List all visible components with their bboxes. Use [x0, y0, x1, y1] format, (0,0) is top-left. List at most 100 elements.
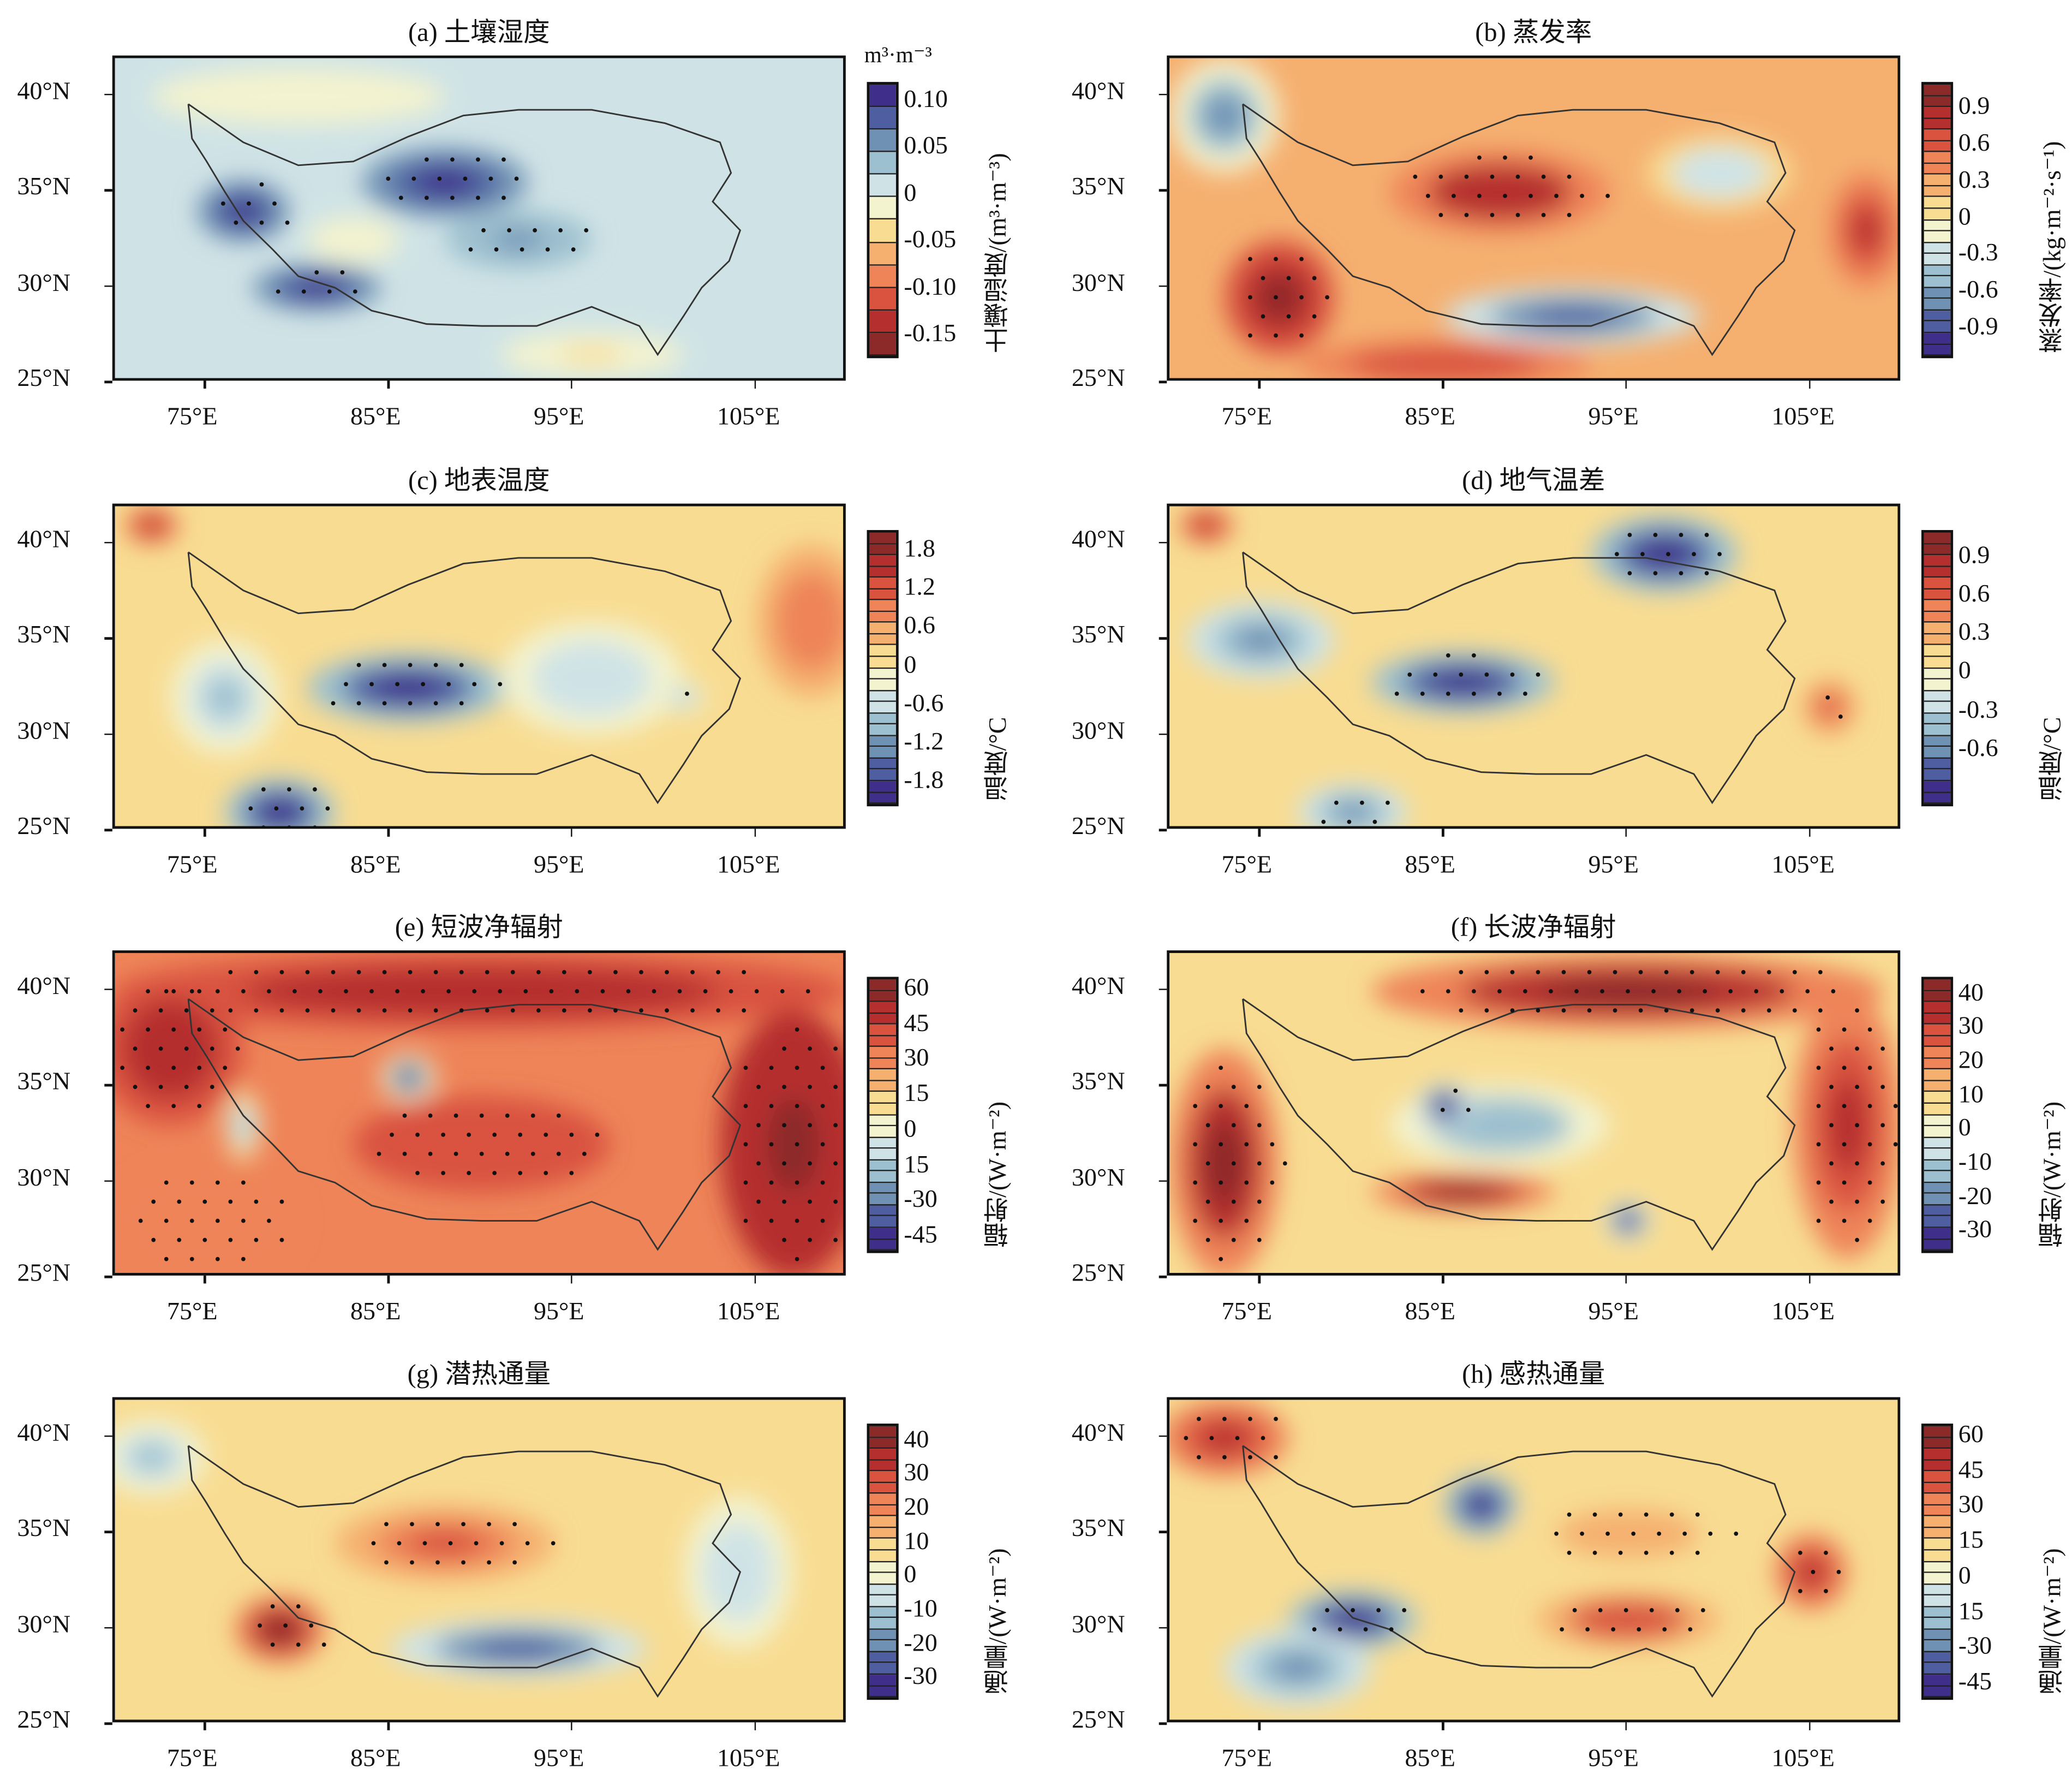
significance-dot: [262, 825, 265, 826]
plateau-boundary: [1242, 103, 1796, 356]
colorbar-segment: [869, 566, 896, 578]
significance-dot: [1510, 672, 1515, 677]
colorbar-segment: [1924, 1104, 1951, 1115]
anomaly-contour: [473, 1638, 564, 1659]
significance-dot: [446, 682, 451, 687]
colorbar-segment: [869, 736, 896, 748]
significance-dot: [369, 682, 374, 687]
colorbar-tick-label: 1.2: [904, 573, 935, 602]
significance-dot: [331, 1008, 336, 1013]
significance-dot: [1193, 1142, 1198, 1147]
significance-dot: [512, 1522, 517, 1527]
map-canvas: [1169, 506, 1898, 826]
anomaly-contour: [492, 230, 544, 250]
colorbar-segment: [869, 758, 896, 770]
lon-tick-label: 95°E: [534, 1298, 584, 1326]
colorbar-segment: [869, 129, 896, 153]
significance-dot: [505, 1113, 510, 1118]
significance-dot: [1798, 1589, 1802, 1593]
significance-dot: [1231, 1237, 1236, 1242]
significance-dot: [1193, 1218, 1198, 1223]
significance-dot: [805, 989, 810, 993]
lat-tick-mark: [104, 1275, 112, 1278]
significance-dot: [507, 228, 511, 233]
significance-dot: [1829, 1161, 1834, 1166]
colorbar-segment: [1924, 702, 1951, 714]
significance-dot: [1235, 1436, 1240, 1440]
colorbar-label: 温度/°C: [984, 717, 1012, 801]
panel-title: (d) 地气温差: [1462, 466, 1605, 496]
significance-dot: [545, 247, 550, 252]
colorbar-segment: [869, 1562, 896, 1573]
colorbar-tick-label: 30: [1958, 1013, 1984, 1041]
colorbar-tick-label: -1.2: [904, 728, 944, 757]
colorbar-segment: [1924, 84, 1951, 96]
colorbar-label: 通量/(W·m⁻²): [984, 1548, 1012, 1695]
significance-dot: [228, 1199, 233, 1204]
lon-tick-label: 105°E: [1771, 1298, 1835, 1326]
significance-dot: [1766, 1008, 1771, 1013]
colorbar-segment: [869, 1675, 896, 1686]
colorbar-segment: [869, 1148, 896, 1160]
significance-dot: [1692, 552, 1696, 556]
significance-dot: [189, 1257, 194, 1261]
significance-dot: [210, 1008, 214, 1013]
significance-dot: [1528, 193, 1533, 198]
colorbar-segment: [869, 792, 896, 804]
significance-dot: [210, 1046, 214, 1051]
significance-dot: [356, 1008, 361, 1013]
anomaly-contour: [559, 346, 624, 363]
significance-dot: [1523, 989, 1527, 993]
lon-tick-label: 105°E: [717, 403, 780, 431]
colorbar-segment: [1924, 1471, 1951, 1483]
colorbar-segment: [1924, 544, 1951, 556]
significance-dot: [1561, 970, 1566, 974]
map-canvas: [1169, 1400, 1898, 1720]
significance-dot: [1231, 1085, 1236, 1090]
colorbar-segment: [1924, 322, 1951, 334]
significance-dot: [1205, 1123, 1210, 1128]
colorbar-segment: [869, 1505, 896, 1517]
significance-dot: [1818, 970, 1823, 974]
significance-dot: [1766, 970, 1771, 974]
lat-tick-label: 35°N: [1071, 1068, 1125, 1097]
significance-dot: [327, 289, 332, 294]
significance-dot: [247, 201, 251, 206]
significance-dot: [223, 1065, 228, 1070]
significance-dot: [435, 1522, 440, 1527]
lat-tick-mark: [1159, 1435, 1167, 1438]
significance-dot: [184, 1085, 189, 1090]
significance-dot: [384, 1522, 389, 1527]
lat-tick-label: 25°N: [17, 1706, 71, 1735]
lat-tick-label: 40°N: [17, 526, 71, 554]
significance-dot: [258, 1623, 262, 1628]
colorbar-tick-label: 0: [1958, 1115, 1971, 1143]
significance-dot: [795, 1257, 799, 1261]
significance-dot: [742, 970, 747, 974]
lon-tick-mark: [1442, 829, 1444, 837]
significance-dot: [421, 682, 426, 687]
lat-tick-label: 35°N: [1071, 1515, 1125, 1543]
significance-dot: [164, 989, 169, 993]
significance-dot: [171, 1065, 176, 1070]
significance-dot: [1257, 1123, 1262, 1128]
significance-dot: [1880, 1085, 1885, 1090]
significance-dot: [499, 1541, 504, 1546]
significance-dot: [158, 1085, 163, 1090]
significance-dot: [1867, 1218, 1872, 1223]
significance-dot: [189, 1180, 194, 1185]
significance-dot: [459, 663, 464, 668]
significance-dot: [235, 1046, 240, 1051]
lat-tick-mark: [1159, 285, 1167, 287]
significance-dot: [808, 1046, 812, 1051]
significance-dot: [259, 221, 264, 225]
colorbar-tick-label: 1.8: [904, 534, 935, 563]
colorbar-tick-label: 0: [904, 651, 917, 679]
colorbar-segment: [869, 1035, 896, 1047]
significance-dot: [1193, 1104, 1198, 1109]
significance-dot: [433, 1008, 438, 1013]
significance-dot: [285, 221, 290, 225]
significance-dot: [241, 1180, 246, 1185]
colorbar-tick-label: 60: [1958, 1420, 1984, 1449]
significance-dot: [782, 1046, 786, 1051]
